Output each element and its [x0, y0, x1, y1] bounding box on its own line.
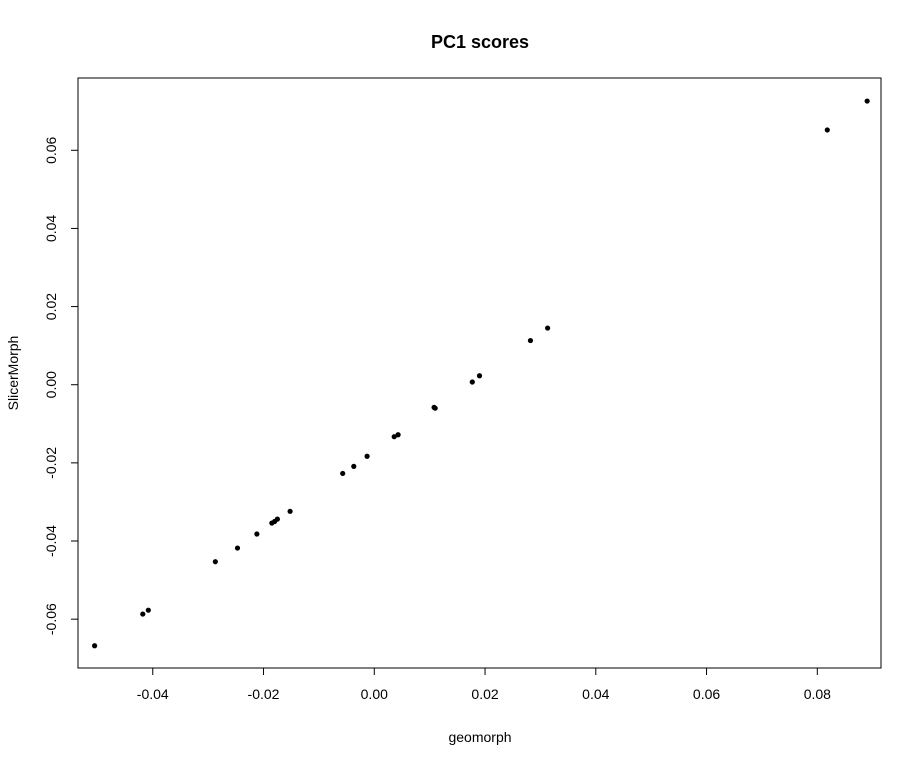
x-tick-label: -0.04	[137, 686, 169, 702]
x-tick-label: 0.00	[361, 686, 388, 702]
x-tick-label: 0.04	[582, 686, 609, 702]
x-tick-label: 0.06	[693, 686, 720, 702]
data-point	[351, 463, 357, 469]
y-axis-label: SlicerMorph	[5, 336, 21, 411]
y-tick-label: -0.02	[43, 447, 59, 479]
x-tick-label: 0.08	[804, 686, 831, 702]
data-point	[824, 127, 830, 133]
data-point	[469, 379, 475, 385]
y-axis: -0.06 -0.04 -0.02 0.00 0.02 0.04 0.06	[43, 136, 79, 635]
data-point	[391, 434, 397, 440]
data-point	[364, 453, 370, 459]
data-point	[287, 508, 293, 514]
data-point	[234, 545, 241, 551]
data-point	[545, 325, 551, 331]
y-tick-label: -0.04	[43, 525, 59, 557]
data-point	[395, 432, 401, 438]
data-point	[140, 611, 146, 617]
x-tick-label: 0.02	[471, 686, 498, 702]
y-tick-label: 0.04	[43, 215, 59, 242]
data-points	[92, 98, 870, 649]
x-axis: -0.04 -0.02 0.00 0.02 0.04 0.06 0.08	[137, 667, 831, 702]
data-point	[864, 98, 870, 104]
data-point	[527, 337, 534, 344]
x-axis-label: geomorph	[448, 729, 511, 745]
y-tick-label: 0.02	[43, 293, 59, 320]
data-point	[274, 516, 280, 522]
data-point	[254, 531, 260, 537]
data-point	[476, 373, 483, 379]
y-tick-label: -0.06	[43, 603, 59, 635]
y-tick-label: 0.06	[43, 136, 59, 163]
data-point	[145, 607, 151, 613]
y-tick-label: 0.00	[43, 371, 59, 398]
x-tick-label: -0.02	[248, 686, 280, 702]
plot-frame	[77, 77, 882, 669]
data-point	[432, 405, 438, 411]
data-point	[340, 470, 346, 477]
chart-title: PC1 scores	[431, 32, 529, 52]
data-point	[92, 643, 98, 649]
data-point	[212, 559, 218, 565]
